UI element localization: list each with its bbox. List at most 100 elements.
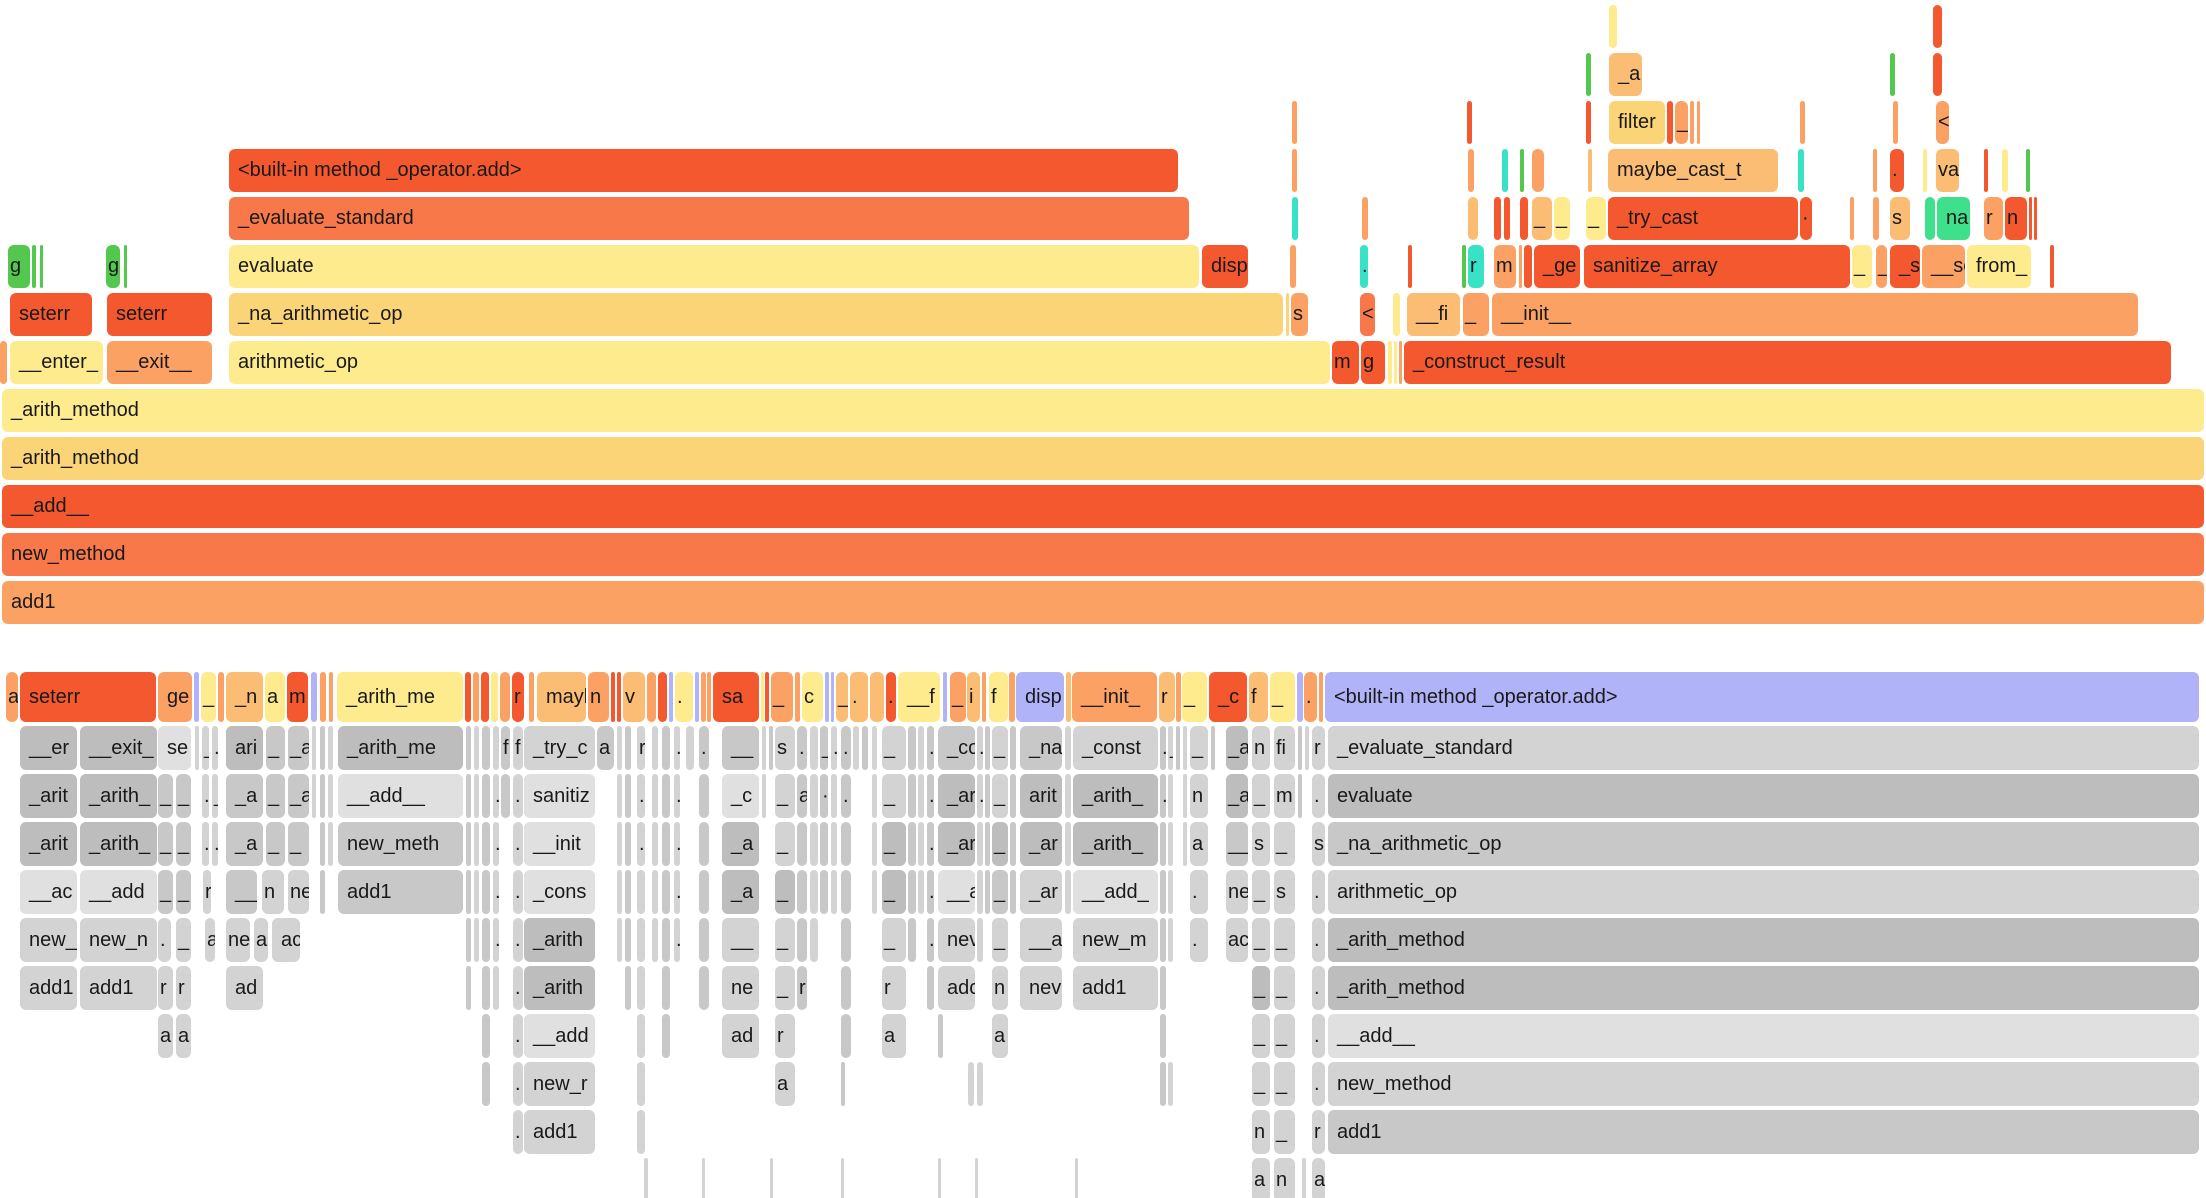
bottom-frame-sliver[interactable] [482,1062,490,1106]
bottom-frame-_[interactable]: _ [992,726,1008,770]
top-frame-sanitize_array[interactable]: sanitize_array [1584,245,1850,288]
bottom-frame-sliver[interactable] [831,774,837,818]
top-frame-sliver[interactable] [1933,53,1942,96]
bottom-frame-ac[interactable]: ac [1226,918,1248,962]
bottom-frame-add1[interactable]: add1 [338,870,463,914]
top-frame-sliver[interactable] [1586,53,1591,96]
bottom-frame-a[interactable]: a [775,1062,795,1106]
bottom-frame-sliver[interactable] [617,822,622,866]
bottom-frame-_try_c[interactable]: _try_c [524,726,595,770]
bottom-frame-sliver[interactable] [328,726,333,770]
bottom-frame-n[interactable]: n [992,966,1008,1010]
top-frame-[interactable]: . [1360,245,1368,288]
bottom-header-frame-ge[interactable]: ge [158,672,192,722]
top-frame-r[interactable]: r [1468,245,1484,288]
bottom-frame-r[interactable]: r [1312,1110,1325,1154]
top-frame-m[interactable]: m [1332,341,1359,384]
bottom-frame-sliver[interactable] [908,822,916,866]
bottom-frame-sliver[interactable] [1010,822,1016,866]
top-frame-sliver[interactable] [1467,101,1472,144]
bottom-frame-sliver[interactable] [474,774,479,818]
bottom-frame-_a[interactable]: _a [226,774,263,818]
bottom-frame-sliver[interactable] [977,1062,983,1106]
bottom-frame-ad[interactable]: ad [722,1014,759,1058]
top-frame-sliver[interactable] [1393,293,1400,336]
top-frame-_arith_method[interactable]: _arith_method [2,437,2204,480]
bottom-frame-_arith_method[interactable]: _arith_method [1328,966,2199,1010]
bottom-frame-r[interactable]: r [176,966,191,1010]
bottom-frame-sliver[interactable] [862,726,868,770]
bottom-frame-[interactable]: . [1190,918,1208,962]
top-frame-_[interactable]: _ [1554,197,1570,240]
top-frame-sliver[interactable] [1893,101,1898,144]
bottom-frame-[interactable]: . [1312,918,1325,962]
top-frame-disp[interactable]: disp [1202,245,1248,288]
bottom-frame-sliver[interactable] [637,1110,645,1154]
bottom-frame-sliver[interactable] [493,726,499,770]
bottom-frame-sliver[interactable] [617,870,622,914]
bottom-frame-[interactable]: . [513,1014,523,1058]
top-frame-sliver[interactable] [1292,197,1298,240]
bottom-frame-[interactable]: . [493,822,499,866]
bottom-frame-sliver[interactable] [810,774,818,818]
top-frame-sliver[interactable] [1890,53,1895,96]
bottom-frame-sliver[interactable] [985,774,990,818]
top-frame-__fi[interactable]: __fi [1407,293,1460,336]
bottom-frame-_[interactable]: _ [1190,726,1208,770]
bottom-header-frame-__f[interactable]: __f [898,672,940,722]
bottom-frame-sliver[interactable] [637,870,645,914]
bottom-frame-__ac[interactable]: __ac [20,870,77,914]
bottom-frame-sliver[interactable] [637,1014,645,1058]
bottom-frame-add1[interactable]: add1 [1328,1110,2199,1154]
bottom-frame-sliver[interactable] [1298,774,1302,818]
bottom-frame-sliver[interactable] [1065,822,1071,866]
top-frame-sliver[interactable] [1933,5,1942,48]
bottom-frame-sliver[interactable] [810,918,818,962]
top-frame-sliver[interactable] [1850,197,1854,240]
bottom-frame-_[interactable]: _ [882,870,906,914]
bottom-frame-[interactable]: . [977,774,983,818]
top-frame-_[interactable]: _ [1876,245,1887,288]
bottom-frame-s[interactable]: s [1312,822,1325,866]
bottom-frame-sliver[interactable] [482,1014,490,1058]
bottom-header-frame-_[interactable]: _ [1182,672,1207,722]
top-frame-sliver[interactable] [1408,245,1412,288]
bottom-frame-a[interactable]: a [597,726,614,770]
bottom-frame-_arith_[interactable]: _arith_ [1073,774,1158,818]
bottom-frame-sliver[interactable] [985,870,990,914]
bottom-header-frame-<builtinmethod_operatoradd>[interactable]: <built-in method _operator.add> [1325,672,2199,722]
top-frame-g[interactable]: g [106,245,120,288]
bottom-frame-sliver[interactable] [662,726,670,770]
bottom-header-frame-sliver[interactable] [870,672,884,722]
bottom-frame-sliver[interactable] [770,1158,773,1198]
bottom-frame-sliver[interactable] [1183,774,1187,818]
bottom-frame-se[interactable]: se [158,726,191,770]
bottom-header-frame-sliver[interactable] [611,672,615,722]
bottom-frame-_[interactable]: _ [202,726,209,770]
bottom-frame-a[interactable]: a [1312,1158,1325,1198]
bottom-frame-s[interactable]: s [775,726,795,770]
bottom-frame-arithmetic_op[interactable]: arithmetic_op [1328,870,2199,914]
bottom-frame-_arith_me[interactable]: _arith_me [338,726,463,770]
bottom-frame-a[interactable]: a [205,918,215,962]
bottom-frame-sliver[interactable] [1160,966,1166,1010]
bottom-header-frame-_[interactable]: _ [950,672,966,722]
top-frame-sliver[interactable] [2034,197,2037,240]
bottom-frame-_[interactable]: _ [1274,822,1295,866]
bottom-frame-sliver[interactable] [474,726,479,770]
top-frame-sliver[interactable] [1388,341,1392,384]
bottom-frame-sliver[interactable] [493,966,499,1010]
bottom-header-frame-_c[interactable]: _c [1209,672,1247,722]
bottom-frame-sliver[interactable] [1302,1158,1306,1198]
top-frame-sliver[interactable] [1520,149,1524,192]
bottom-frame-[interactable]: . [513,918,523,962]
bottom-frame-_na[interactable]: _na [1020,726,1062,770]
bottom-frame-sliver[interactable] [1168,870,1173,914]
bottom-header-frame-sliver[interactable] [194,672,199,722]
top-frame-__exit__[interactable]: __exit__ [107,341,212,384]
bottom-frame-[interactable]: . [202,822,209,866]
bottom-frame-r[interactable]: r [203,870,211,914]
bottom-frame-__add[interactable]: __add [524,1014,595,1058]
bottom-frame-_[interactable]: _ [992,774,1008,818]
bottom-frame-sliver[interactable] [686,726,694,770]
